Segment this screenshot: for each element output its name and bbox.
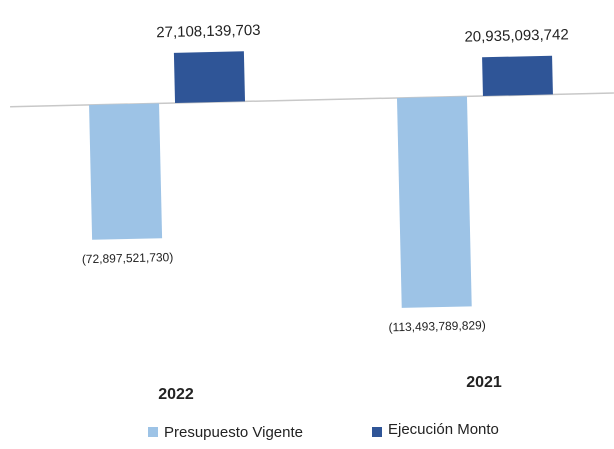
bar <box>396 96 472 308</box>
data-label: (72,897,521,730) <box>82 250 174 266</box>
bar <box>173 51 246 103</box>
legend-label: Ejecución Monto <box>388 421 499 438</box>
bar <box>482 55 553 97</box>
bar <box>89 103 163 240</box>
legend-label: Presupuesto Vigente <box>164 424 303 441</box>
legend-swatch <box>148 427 158 437</box>
legend-swatch <box>372 427 382 437</box>
data-label: 27,108,139,703 <box>156 22 261 41</box>
data-label: 20,935,093,742 <box>464 26 569 45</box>
plot-area: (72,897,521,730) 27,108,139,703 (113,493,7… <box>10 22 614 334</box>
category-label: 2021 <box>466 374 502 391</box>
data-label: (113,493,789,829) <box>388 318 485 334</box>
category-label: 2022 <box>158 386 194 403</box>
